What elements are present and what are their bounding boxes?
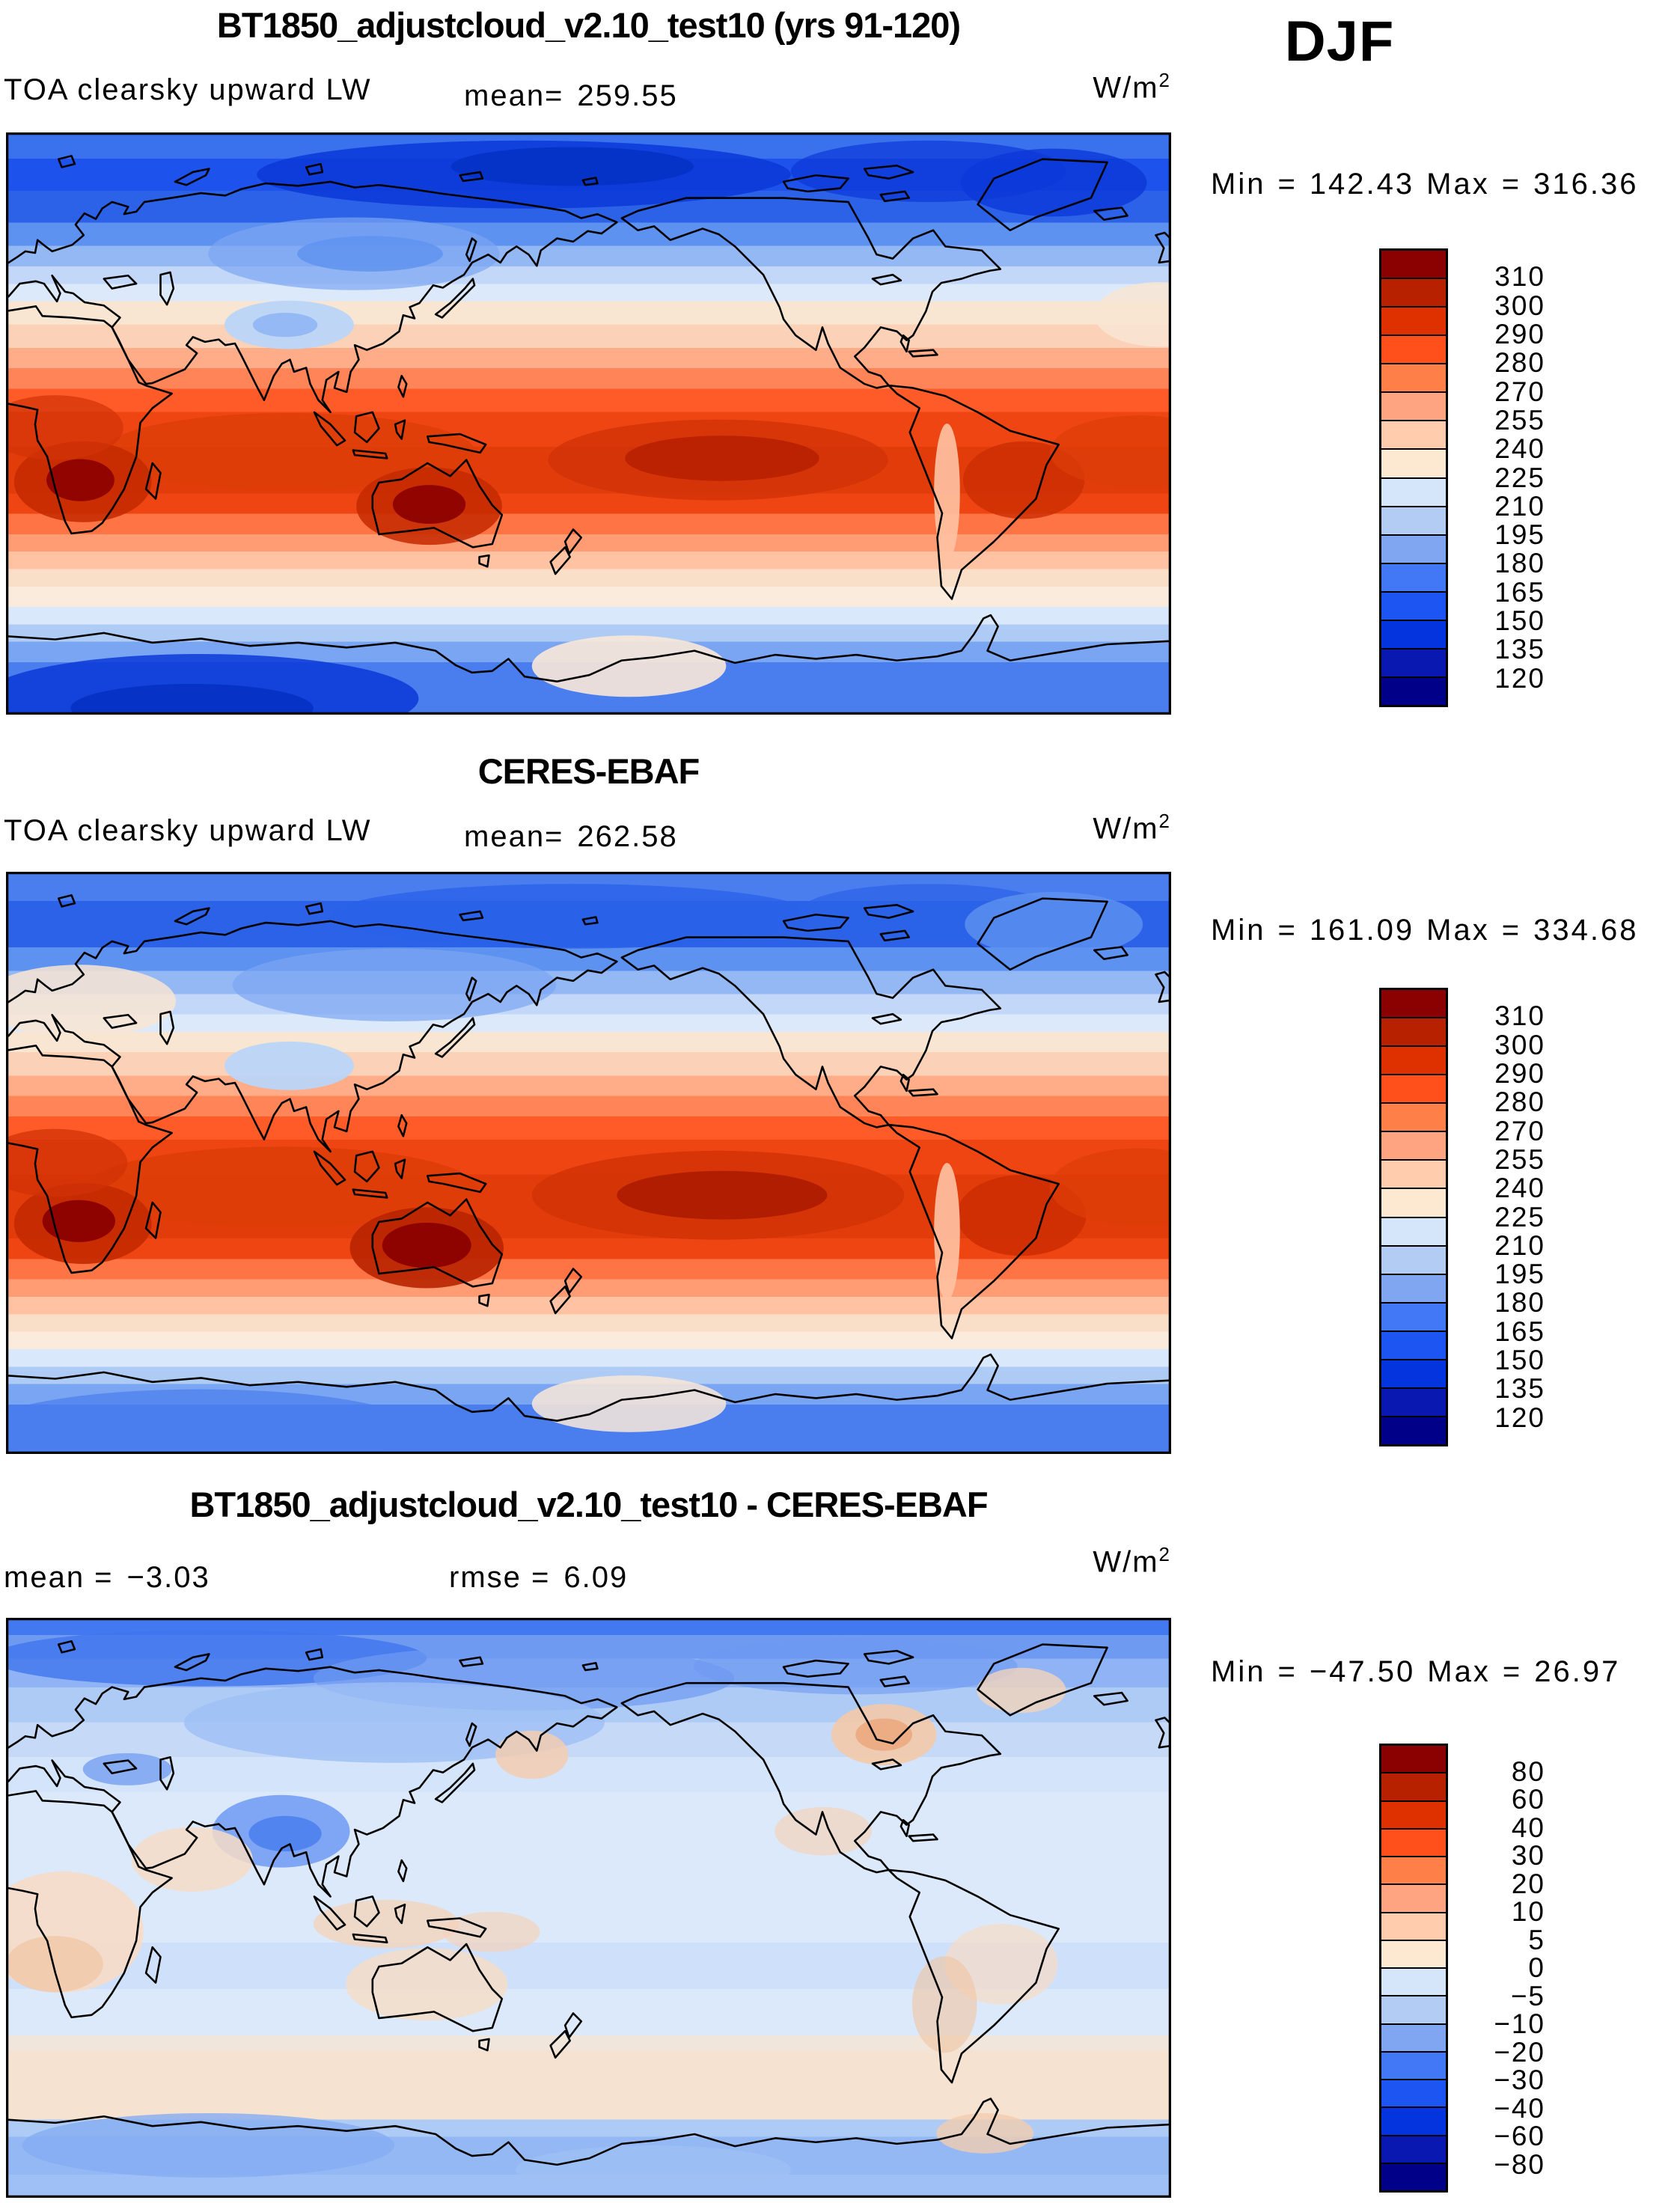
panel3-colorbar: 80 60 40 30 20 10 5 0 −5 −10 −20 −30 −40 −60 −80 — [1379, 1744, 1544, 2193]
panel2-map — [6, 872, 1171, 1454]
panel3-minmax: Min = −47.50 Max = 26.97 — [1211, 1655, 1621, 1688]
panel1-mean: mean= 259.55 — [464, 79, 678, 113]
panel1-min-value: 142.43 — [1309, 168, 1415, 201]
panel2-variable-label: TOA clearsky upward LW — [4, 814, 372, 847]
panel3-colorbar-cells — [1379, 1744, 1448, 2193]
panel3-mean-label: mean = — [4, 1561, 114, 1594]
panel3-mean: mean = −3.03 — [4, 1561, 210, 1595]
panel2-mean: mean= 262.58 — [464, 820, 678, 854]
panel2-minmax: Min = 161.09 Max = 334.68 — [1211, 914, 1639, 947]
panel2-mean-label: mean= — [464, 820, 564, 853]
panel1-map-svg — [6, 132, 1171, 715]
panel3-title: BT1850_adjustcloud_v2.10_test10 - CERES-… — [189, 1485, 988, 1524]
panel2-colorbar-labels: 310 300 290 280 270 255 240 225 210 195 180 165 150 1… — [1494, 1000, 1545, 1433]
panel3-rmse-value: 6.09 — [563, 1561, 629, 1594]
panel3-units: W/m2 — [1093, 1543, 1171, 1579]
panel1-colorbar-labels: 310 300 290 280 270 255 240 225 210 195 180 165 150 1… — [1494, 261, 1545, 694]
panel3-map — [6, 1618, 1171, 2198]
panel1-units: W/m2 — [1093, 69, 1171, 105]
panel2-anomaly-blobs — [6, 884, 1171, 1454]
panel2-min-value: 161.09 — [1309, 914, 1415, 947]
panel1-anomaly-blobs — [6, 140, 1171, 715]
panel1-mean-value: 259.55 — [577, 79, 678, 112]
panel1-title: BT1850_adjustcloud_v2.10_test10 (yrs 91-… — [216, 5, 961, 45]
panel2-units: W/m2 — [1093, 810, 1171, 846]
panel3-anomaly-blobs — [6, 1630, 1066, 2194]
panel2-colorbar: 310 300 290 280 270 255 240 225 210 195 180 165 150 1… — [1379, 988, 1544, 1446]
panel2-map-svg — [6, 872, 1171, 1454]
panel3-rmse-label: rmse = — [449, 1561, 551, 1594]
panel3-max-value: 26.97 — [1534, 1655, 1621, 1688]
panel1-minmax: Min = 142.43 Max = 316.36 — [1211, 168, 1639, 201]
season-label: DJF — [1284, 10, 1395, 73]
panel1-colorbar-cells — [1379, 248, 1448, 707]
panel3-rmse: rmse = 6.09 — [449, 1561, 628, 1595]
panel1-variable-label: TOA clearsky upward LW — [4, 73, 372, 106]
panel2-mean-value: 262.58 — [577, 820, 678, 853]
panel1-mean-label: mean= — [464, 79, 564, 112]
panel1-colorbar: 310 300 290 280 270 255 240 225 210 195 180 165 150 1… — [1379, 248, 1544, 707]
panel1-map — [6, 132, 1171, 715]
panel3-min-value: −47.50 — [1309, 1655, 1416, 1688]
panel2-title: CERES-EBAF — [477, 751, 700, 791]
panel2-colorbar-cells — [1379, 988, 1448, 1446]
panel3-map-svg — [6, 1618, 1171, 2198]
panel3-mean-value: −3.03 — [126, 1561, 210, 1594]
panel1-max-value: 316.36 — [1533, 168, 1639, 201]
panel2-max-value: 334.68 — [1533, 914, 1639, 947]
panel3-colorbar-labels: 80 60 40 30 20 10 5 0 −5 −10 −20 −30 −40 −60 −80 — [1494, 1756, 1545, 2180]
